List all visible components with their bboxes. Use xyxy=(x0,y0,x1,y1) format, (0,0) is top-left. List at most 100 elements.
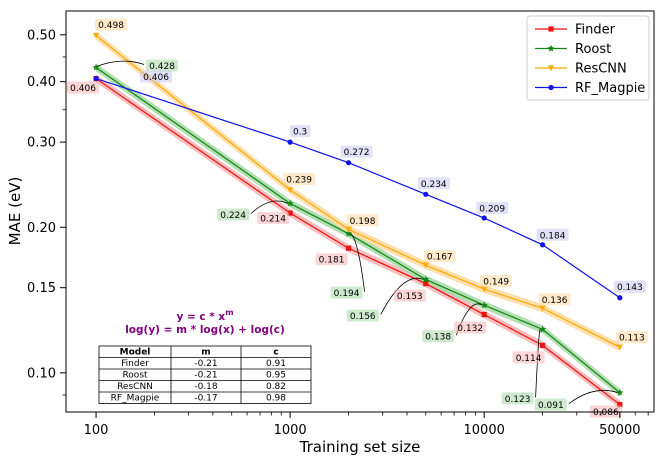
marker-rescnn xyxy=(539,305,546,312)
legend-marker-roost xyxy=(547,44,555,52)
data-label-rf-magpie: 0.234 xyxy=(421,180,447,190)
data-label-roost: 0.428 xyxy=(149,62,175,72)
marker-roost xyxy=(538,325,547,333)
data-label-bg xyxy=(146,59,179,72)
marker-roost xyxy=(422,275,430,283)
data-label-bg xyxy=(257,212,290,225)
data-label-rescnn: 0.113 xyxy=(619,334,645,344)
data-label-bg xyxy=(95,18,128,31)
band-rescnn xyxy=(96,31,620,352)
x-tick-label: 1000 xyxy=(274,423,307,438)
callout-arrow xyxy=(93,60,145,68)
data-label-finder: 0.153 xyxy=(397,292,423,302)
data-label-rf-magpie: 0.3 xyxy=(293,128,307,138)
series-markers xyxy=(92,33,624,408)
data-label-bg xyxy=(346,214,379,227)
y-tick-label: 0.15 xyxy=(27,281,56,296)
marker-rf-magpie xyxy=(540,242,546,248)
legend-label-finder: Finder xyxy=(575,23,616,38)
data-label-rescnn: 0.239 xyxy=(286,175,312,185)
marker-rf-magpie xyxy=(617,295,623,301)
table-cell: Finder xyxy=(121,359,149,369)
legend-marker-rescnn xyxy=(547,65,555,72)
fit-parameters-table: Model m c Finder -0.21 0.91 Roost -0.21 0.95 ResC… xyxy=(98,345,312,404)
data-label-rescnn: 0.498 xyxy=(98,21,124,31)
data-label-bg xyxy=(140,70,173,83)
callout-arrow xyxy=(568,389,618,404)
callout-arrow xyxy=(380,277,424,315)
marker-roost xyxy=(286,199,294,207)
legend-label-rescnn: ResCNN xyxy=(575,62,627,77)
marker-rf-magpie xyxy=(481,215,487,221)
equation-line-1-text: y = c * x xyxy=(176,311,225,323)
data-label-bg xyxy=(480,275,513,288)
data-label-bg xyxy=(423,250,456,263)
legend-box xyxy=(526,15,650,101)
data-label-finder: 0.132 xyxy=(457,324,483,334)
data-label-bg xyxy=(346,309,379,322)
x-tick-label: 50000 xyxy=(599,423,640,438)
table-frame xyxy=(98,345,312,404)
marker-rescnn xyxy=(480,286,488,293)
data-label-finder: 0.114 xyxy=(516,354,542,364)
data-label-bg xyxy=(330,286,363,299)
data-label-bg xyxy=(340,145,373,158)
marker-finder xyxy=(287,210,293,216)
table-header-cell: m xyxy=(201,348,210,358)
marker-finder xyxy=(345,245,352,251)
table-cell: 0.82 xyxy=(266,382,286,392)
x-tick-label: 10000 xyxy=(464,423,505,438)
marker-rf-magpie xyxy=(345,160,352,166)
table-cell: Roost xyxy=(122,371,148,381)
marker-rf-magpie xyxy=(423,191,429,197)
y-tick-label: 0.40 xyxy=(27,75,56,90)
data-label-roost: 0.091 xyxy=(538,401,564,411)
marker-roost xyxy=(92,63,100,71)
data-label-rf-magpie: 0.143 xyxy=(617,283,643,293)
y-tick-label: 0.50 xyxy=(27,28,56,43)
table-header-cell: c xyxy=(273,348,278,358)
table-cell: RF_Magpie xyxy=(111,394,160,404)
data-label-finder: 0.214 xyxy=(260,215,286,225)
table-cell: 0.95 xyxy=(266,371,286,381)
legend-label-rf-magpie: RF_Magpie xyxy=(575,81,645,96)
data-label-bg xyxy=(217,208,250,221)
marker-finder xyxy=(481,311,487,318)
marker-rescnn xyxy=(286,187,294,194)
data-label-bg xyxy=(536,228,569,241)
data-label-bg xyxy=(283,172,316,185)
data-label-bg xyxy=(289,125,311,138)
data-label-bg xyxy=(534,398,567,411)
table-cell: -0.17 xyxy=(194,394,217,404)
data-label-rescnn: 0.149 xyxy=(483,278,509,288)
data-label-bg xyxy=(512,351,545,364)
y-tick-label: 0.30 xyxy=(27,136,56,151)
data-label-bg xyxy=(476,202,509,215)
data-label-rescnn: 0.167 xyxy=(427,253,453,263)
marker-rescnn xyxy=(616,344,624,351)
data-label-rf-magpie: 0.184 xyxy=(540,231,566,241)
y-tick-label: 0.10 xyxy=(27,366,56,381)
data-label-bg xyxy=(538,293,571,306)
data-label-bg xyxy=(417,177,450,190)
fit-equation: y = c * xm log(y) = m * log(x) + log(c) xyxy=(125,308,285,336)
equation-line-1: y = c * xm xyxy=(176,308,233,323)
marker-roost xyxy=(616,388,624,396)
data-label-roost: 0.194 xyxy=(334,289,360,299)
table-cell: 0.91 xyxy=(266,359,286,369)
table-cell: ResCNN xyxy=(117,382,153,392)
data-label-finder: 0.086 xyxy=(593,408,619,418)
marker-roost xyxy=(344,229,353,237)
legend-marker-finder xyxy=(548,26,554,32)
data-label-bg xyxy=(615,331,648,344)
marker-rf-magpie xyxy=(287,139,293,145)
table-cell: -0.21 xyxy=(194,371,217,381)
data-label-roost: 0.156 xyxy=(350,312,376,322)
x-axis-title: Training set size xyxy=(299,438,421,456)
data-label-bg xyxy=(454,321,487,334)
marker-rescnn xyxy=(345,226,352,233)
data-labels: 0.406 0.214 0.181 0.153 0.132 0.114 0.086 0.428… xyxy=(67,18,648,418)
table-cell: -0.18 xyxy=(194,382,218,392)
table-cell: -0.21 xyxy=(194,359,217,369)
data-label-bg xyxy=(393,289,426,302)
